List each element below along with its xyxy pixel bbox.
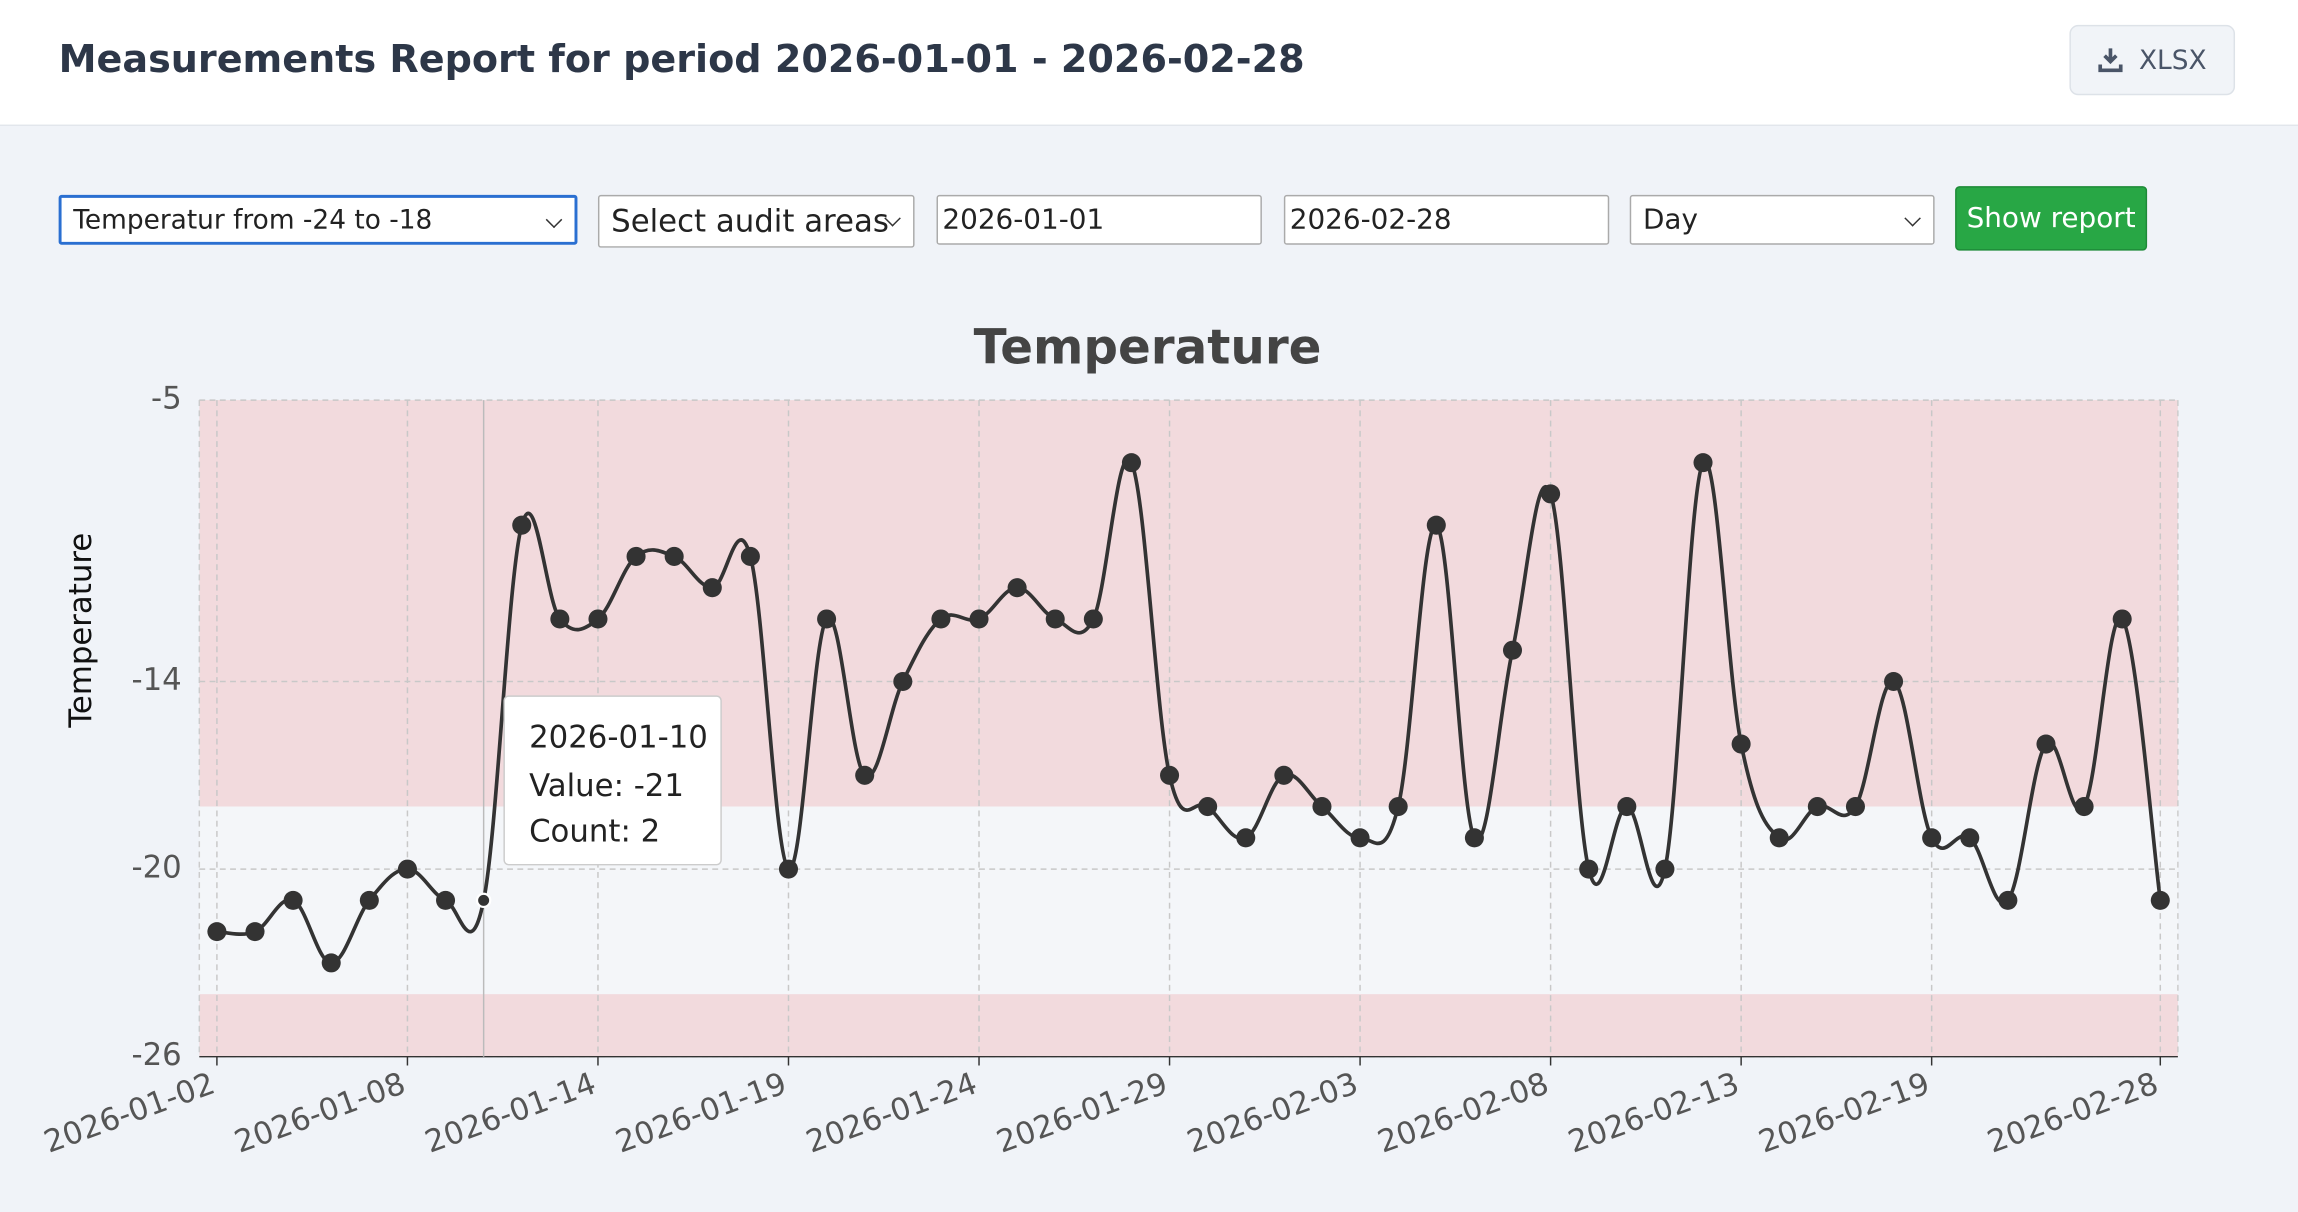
x-tick-label: 2026-02-03	[1182, 1066, 1362, 1161]
data-point	[1007, 578, 1027, 598]
data-point	[1884, 671, 1904, 692]
x-tick-label: 2026-02-19	[1754, 1066, 1934, 1161]
data-point	[778, 859, 799, 879]
ok-range-band	[199, 806, 2178, 995]
data-point	[1236, 828, 1256, 848]
data-point	[207, 922, 227, 942]
out-of-range-band	[199, 400, 2178, 807]
out-of-range-band	[199, 994, 2178, 1057]
data-point	[1769, 828, 1789, 848]
data-point	[1998, 890, 2018, 910]
data-point	[664, 546, 684, 566]
data-point	[2074, 797, 2094, 817]
data-point	[1198, 797, 1218, 817]
y-tick-label: -14	[131, 662, 181, 698]
data-point	[1655, 859, 1675, 879]
tooltip-title: 2026-01-10	[529, 719, 708, 755]
data-point	[1045, 609, 1065, 629]
data-point	[1845, 797, 1865, 817]
data-point	[1160, 765, 1180, 785]
data-point	[1541, 484, 1561, 504]
x-tick-label: 2026-01-29	[992, 1066, 1172, 1161]
data-point	[436, 890, 456, 910]
data-point	[512, 515, 532, 535]
x-tick-label: 2026-01-08	[230, 1066, 410, 1161]
download-icon	[2099, 48, 2124, 73]
data-point	[321, 953, 341, 973]
data-point	[397, 859, 417, 879]
data-point	[475, 892, 492, 909]
export-button[interactable]: XLSX	[2069, 24, 2236, 96]
show-report-button[interactable]: Show report	[1955, 186, 2148, 251]
date-to-input[interactable]: 2026-02-28	[1283, 194, 1610, 245]
data-point	[588, 609, 608, 629]
data-point	[1426, 515, 1446, 535]
data-point	[1083, 609, 1103, 629]
data-point	[1731, 734, 1751, 754]
x-tick-label: 2026-01-02	[39, 1066, 219, 1161]
y-tick-label: -5	[151, 381, 182, 417]
areas-select[interactable]: Select audit areas	[597, 194, 915, 248]
data-point	[969, 609, 989, 629]
x-tick-label: 2026-01-24	[801, 1066, 981, 1161]
data-point	[1579, 859, 1599, 879]
data-point	[1121, 453, 1141, 473]
tooltip-line: Value: -21	[529, 768, 684, 804]
tooltip: 2026-01-10 Value: -21 Count: 2	[503, 695, 722, 866]
measure-select[interactable]: Temperatur from -24 to -18	[58, 194, 578, 245]
tooltip-box	[503, 695, 722, 866]
interval-select[interactable]: Day	[1629, 194, 1935, 245]
data-point	[1388, 797, 1408, 817]
x-tick-label: 2026-01-19	[611, 1066, 791, 1161]
header: Measurements Report for period 2026-01-0…	[0, 0, 2298, 127]
data-point	[245, 922, 265, 942]
data-point	[626, 546, 646, 566]
data-point	[1617, 797, 1637, 817]
data-point	[855, 765, 875, 785]
x-tick-label: 2026-02-08	[1373, 1066, 1553, 1161]
data-point	[1350, 828, 1370, 848]
data-point	[359, 890, 379, 910]
x-tick-label: 2026-02-13	[1564, 1066, 1744, 1161]
data-point	[1960, 828, 1980, 848]
data-point	[1274, 765, 1294, 785]
data-point	[2112, 609, 2132, 629]
data-point	[550, 609, 570, 629]
data-point	[1312, 797, 1332, 817]
data-point	[1502, 640, 1523, 660]
data-point	[1922, 828, 1942, 848]
data-point	[1693, 453, 1713, 473]
data-point	[740, 546, 760, 566]
data-point	[2150, 890, 2170, 910]
chart-title: Temperature	[974, 319, 1322, 375]
data-point	[1807, 797, 1827, 817]
data-point	[817, 609, 837, 629]
data-point	[283, 890, 303, 910]
tooltip-line: Count: 2	[529, 813, 660, 849]
data-point	[893, 671, 913, 692]
export-label: XLSX	[2138, 44, 2207, 76]
y-axis-label: Temperature	[63, 533, 99, 729]
data-point	[931, 609, 951, 629]
y-tick-label: -26	[131, 1037, 181, 1073]
page-title: Measurements Report for period 2026-01-0…	[58, 38, 1305, 83]
date-from-input[interactable]: 2026-01-01	[936, 194, 1262, 245]
data-point	[1464, 828, 1484, 848]
x-tick-label: 2026-01-14	[420, 1066, 600, 1161]
y-tick-label: -20	[131, 850, 181, 886]
data-point	[702, 578, 722, 598]
x-tick-label: 2026-02-28	[1983, 1066, 2163, 1161]
data-point	[2036, 734, 2056, 754]
